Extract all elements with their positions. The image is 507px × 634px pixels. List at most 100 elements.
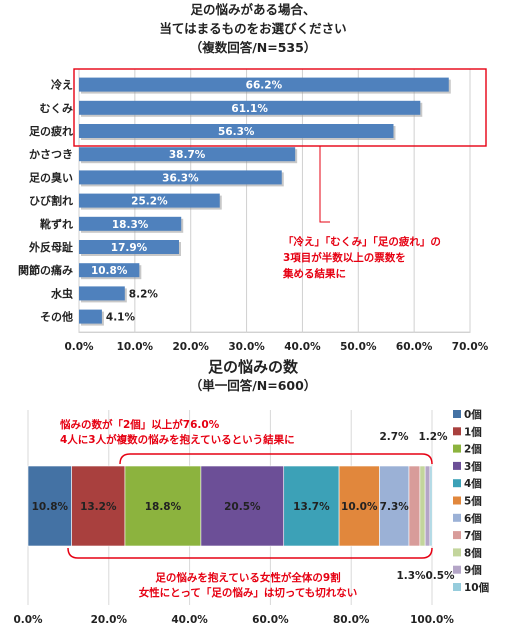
chart2-segment [429,465,433,547]
chart2-legend-label: 3個 [464,460,482,473]
chart1-category-label: むくみ [40,102,73,115]
chart1-x-tick-label: 40.0% [284,341,321,353]
chart1-bar-value-label: 66.2% [246,80,283,92]
chart1-title-line-3: （複数回答/N=535） [190,40,317,55]
chart1-bar-value-label: 25.2% [131,196,168,208]
chart1-bar [79,216,182,231]
chart1-bar [79,193,220,208]
chart1-bar-value-label: 56.3% [218,126,255,138]
chart2-segment [71,465,126,547]
chart1-highlight-box [73,68,487,147]
chart1-bar [79,170,282,185]
chart1-bar-value-label: 10.8% [91,265,128,277]
chart1-x-tick-label: 0.0% [64,341,94,353]
chart2-legend: 0個 1個 2個 3個 4個 5個 6個 7個 8個 9個 10個 [453,408,489,594]
chart2-segment-label: 10.8% [32,501,69,513]
chart1-x-tick-labels: 0.0% 10.0% 20.0% 30.0% 40.0% 50.0% 60.0% 70.0% [64,341,488,353]
chart1-bar [79,286,125,301]
chart2-outside-label: 2.7% [379,431,409,443]
chart2-legend-label: 1個 [464,425,482,438]
chart2-segment [408,465,421,547]
chart2-outside-label: 1.2% [418,431,448,443]
chart1-bar [79,100,421,115]
chart1-category-label: ひび割れ [29,194,73,208]
chart2-legend-label: 10個 [464,581,489,594]
chart1-bar-value-label: 61.1% [231,103,268,115]
chart2-bottom-bracket [67,547,433,559]
chart2-stacked-bar: 10.8% 13.2% 18.8% 20.5% 13.7% 10.0% 7.3% 2.7% 1.… [27,431,455,582]
chart1-bar [79,309,102,324]
chart1-x-tick-label: 50.0% [340,341,377,353]
chart2-legend-swatch [453,513,461,522]
chart1-bar-value-label: 8.2% [129,288,159,300]
chart2-legend-label: 0個 [464,408,482,421]
chart2-x-tick-label: 60.0% [252,614,289,626]
chart2-legend-swatch [453,479,461,488]
chart1-x-tick-label: 30.0% [228,341,265,353]
chart1-bar-value-label: 4.1% [106,312,136,324]
chart2-legend-swatch [453,444,461,453]
chart1-bar-value-label: 38.7% [169,149,206,161]
chart1-title-line-1: 足の悩みがある場合、 [190,2,315,17]
chart2-segment [379,465,410,547]
chart1-annotation-line-3: 集める結果に [282,267,346,280]
chart1-x-tick-label: 10.0% [117,341,154,353]
chart1-bar-value-label: 17.9% [111,242,148,254]
chart2-legend-label: 4個 [464,477,482,490]
chart2-top-annotation-line-1: 悩みの数が「2個」以上が76.0% [59,418,220,431]
chart2-top-bracket [119,453,433,465]
chart1-x-tick-label: 20.0% [172,341,209,353]
chart2-x-tick-label: 40.0% [171,614,208,626]
chart1-bar [79,124,394,138]
chart2-segment [124,465,202,547]
chart2-segment [419,465,426,547]
chart2-outside-label: 0.5% [425,570,455,582]
chart1-annotation-line-1: 「冷え」「むくみ」「足の疲れ」の [283,235,441,248]
chart2-x-tick-label: 20.0% [91,614,128,626]
chart1-annotation-line-2: 3項目が半数以上の票数を [283,251,406,264]
chart2-segment [200,465,285,547]
chart2-segment-label: 10.0% [341,501,378,513]
chart2-legend-swatch [453,427,461,436]
chart2-top-annotation-line-2: 4人に3人が複数の悩みを抱えているという結果に [60,433,295,446]
chart1-callout-line [319,146,330,223]
chart2-legend-label: 7個 [464,529,482,542]
chart1-title-line-2: 当てはまるものをお選びください [159,21,346,36]
chart2-legend-swatch [453,583,461,591]
chart2-segment-label: 20.5% [224,501,261,513]
chart2-legend-label: 9個 [464,564,482,577]
chart1-bar [79,240,179,254]
chart1-x-tick-label: 70.0% [452,341,489,353]
chart1-category-label: 関節の痛み [18,263,73,277]
chart2-subtitle: （単一回答/N=600） [190,378,317,393]
chart1-x-tick-label: 60.0% [396,341,433,353]
chart2-legend-swatch [453,548,461,557]
chart2-segment [424,465,431,547]
chart2-legend-label: 8個 [464,546,482,559]
chart1-category-label: 足の疲れ [29,124,73,138]
chart1-category-label: 水虫 [51,286,73,300]
chart2-segment [338,465,380,547]
chart1-bar-value-label: 36.3% [162,172,199,184]
chart-1: 足の悩みがある場合、 当てはまるものをお選びください （複数回答/N=535） … [18,2,489,353]
chart1-bar-value-label: 18.3% [112,219,149,231]
chart2-segment-label: 13.2% [80,501,117,513]
chart2-bottom-annotation-line-2: 女性にとって「足の悩み」は切っても切れない [139,586,358,599]
chart1-category-label: 靴ずれ [40,217,73,231]
chart1-bar [79,147,296,162]
chart2-legend-swatch [453,461,461,470]
chart2-segment-label: 13.7% [293,501,330,513]
chart2-legend-swatch [453,565,461,574]
chart1-bar [79,77,449,92]
chart1-category-label: かさつき [29,148,73,161]
chart2-bottom-annotation-line-1: 足の悩みを抱えている女性が全体の9割 [155,571,340,584]
chart2-x-tick-label: 100.0% [410,614,454,626]
chart2-legend-swatch [453,410,461,418]
chart2-legend-label: 2個 [464,443,482,456]
chart-2: 足の悩みの数 （単一回答/N=600） 10.8% 13.2% 18.8% 20.5%… [13,358,489,626]
chart2-segment [27,465,72,547]
chart1-category-label: 足の臭い [29,170,73,184]
chart1-category-label: 外反母趾 [28,240,73,254]
